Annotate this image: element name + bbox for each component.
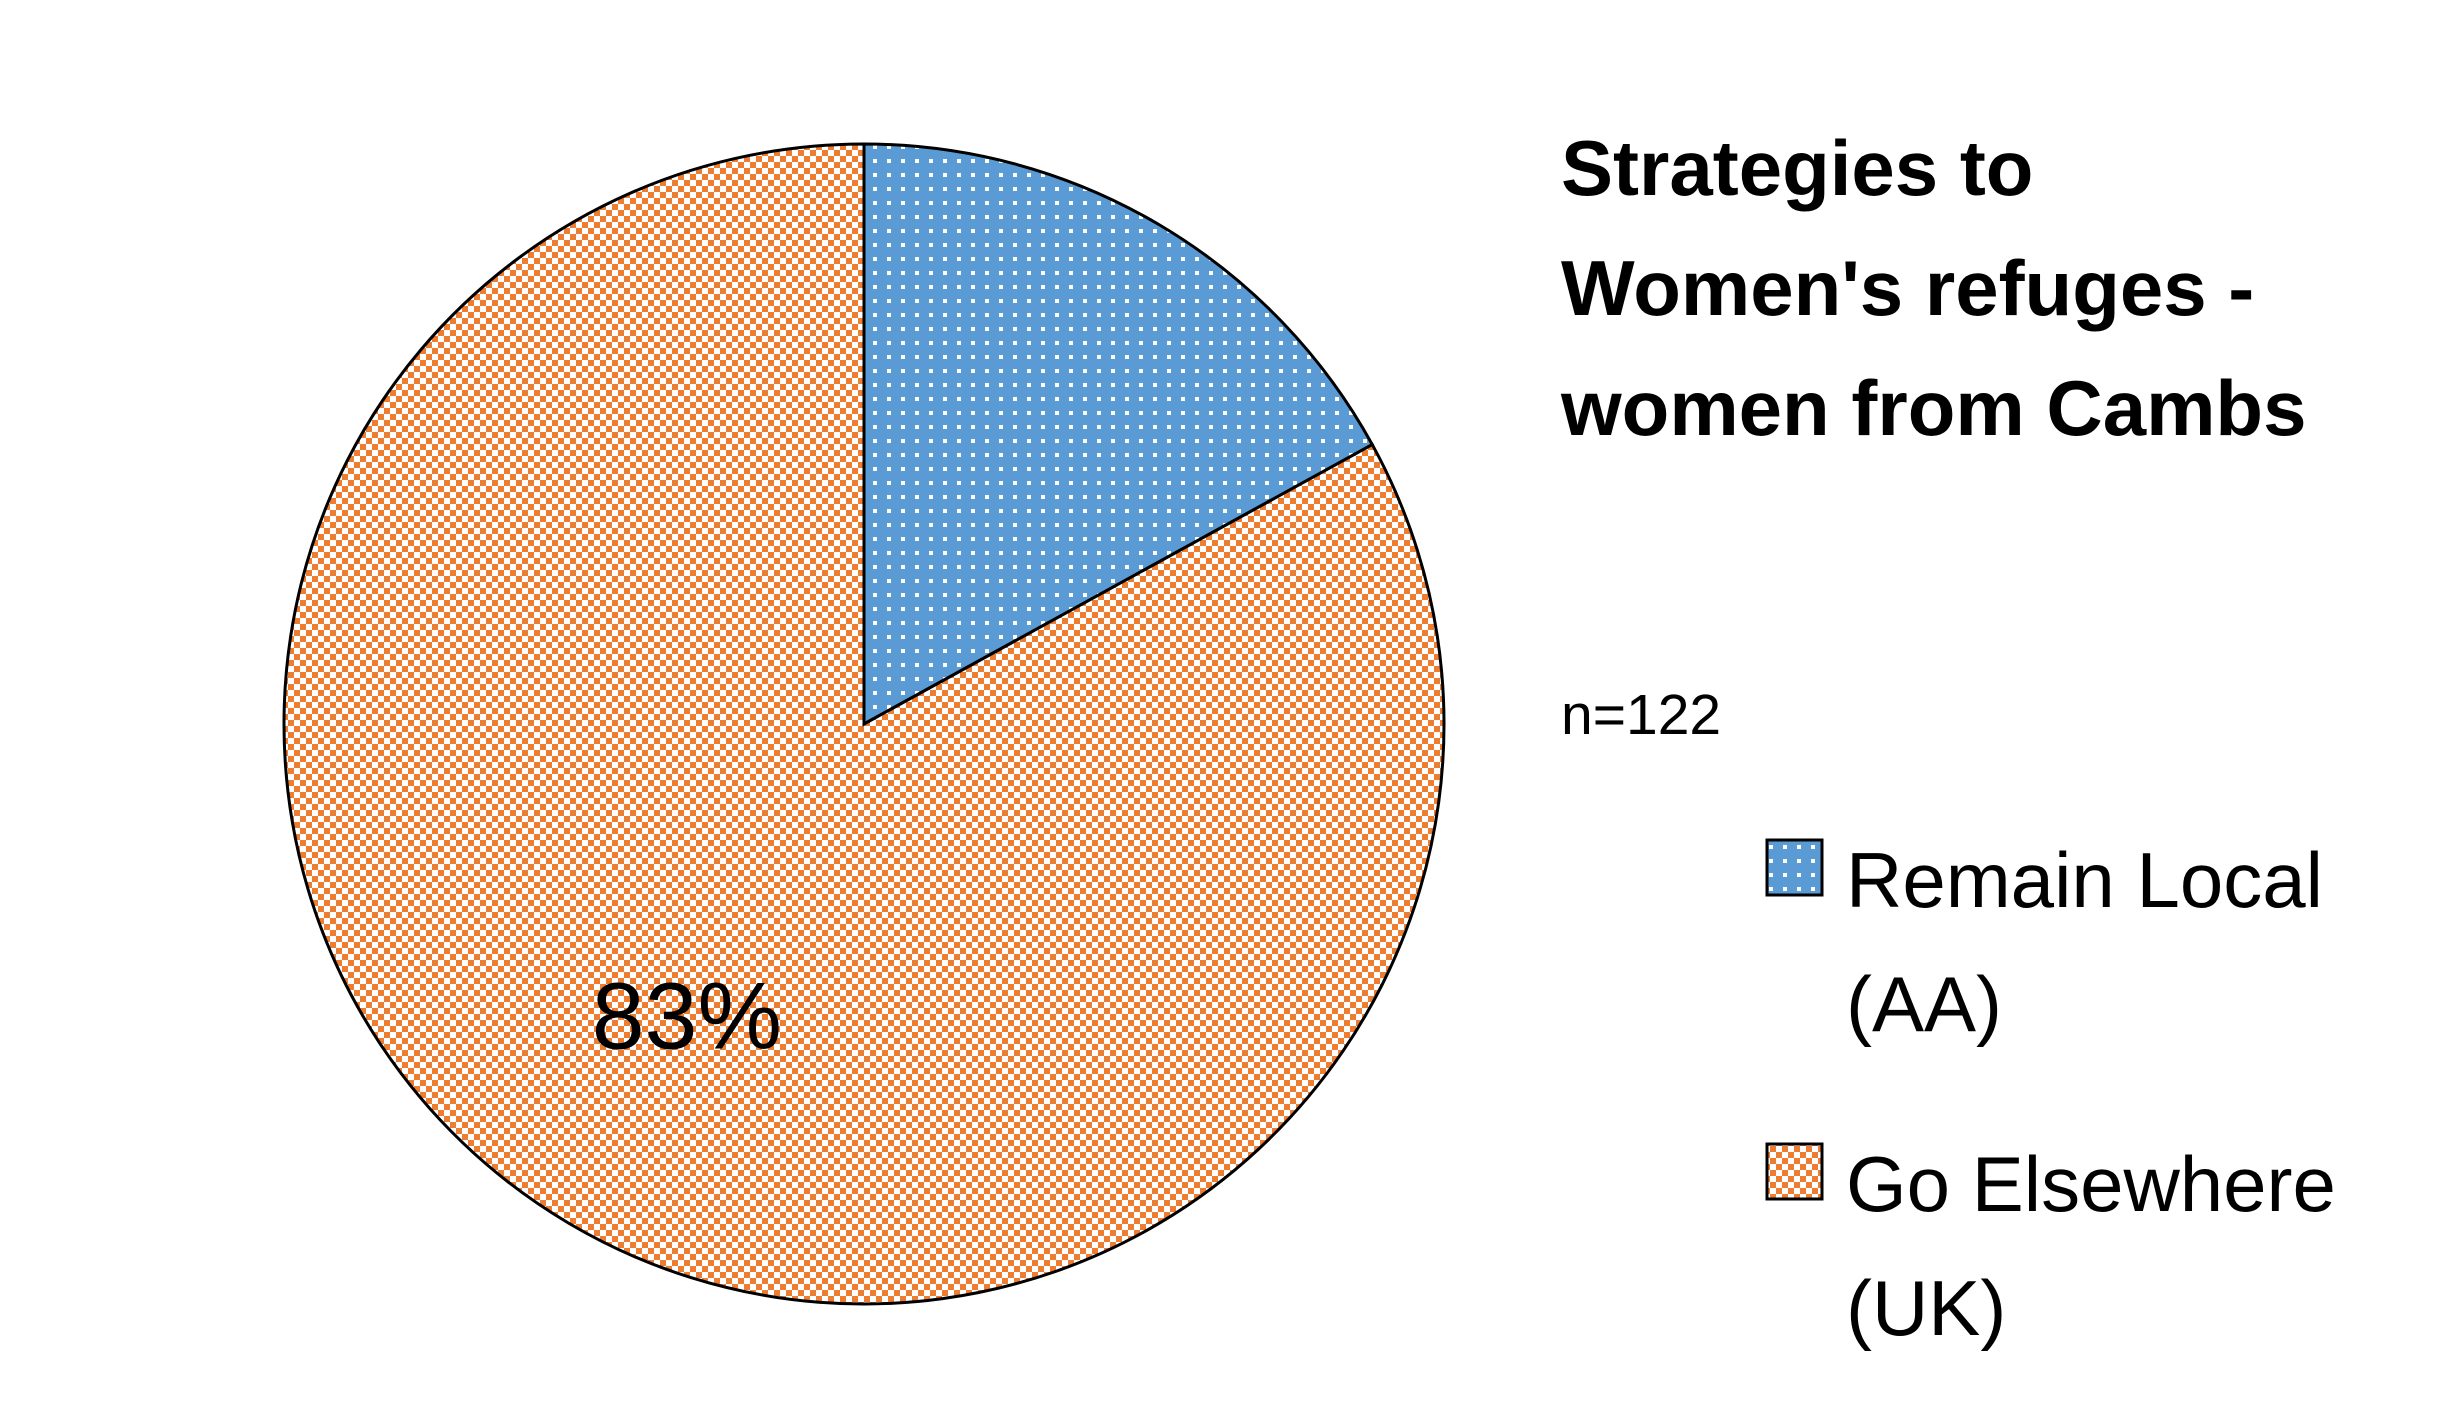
legend-swatch xyxy=(1765,1142,1824,1201)
legend-label: Go Elsewhere (UK) xyxy=(1846,1140,2336,1352)
pie-slice xyxy=(862,142,1375,727)
pie-slice xyxy=(282,142,1446,1306)
legend-label: Remain Local (AA) xyxy=(1846,836,2323,1048)
annotation: n=122 xyxy=(1561,683,1722,747)
data-label: 83% xyxy=(592,964,782,1070)
legend-swatch xyxy=(1765,838,1824,897)
chart-title: Strategies to Women's refuges - women fr… xyxy=(1561,124,2307,452)
